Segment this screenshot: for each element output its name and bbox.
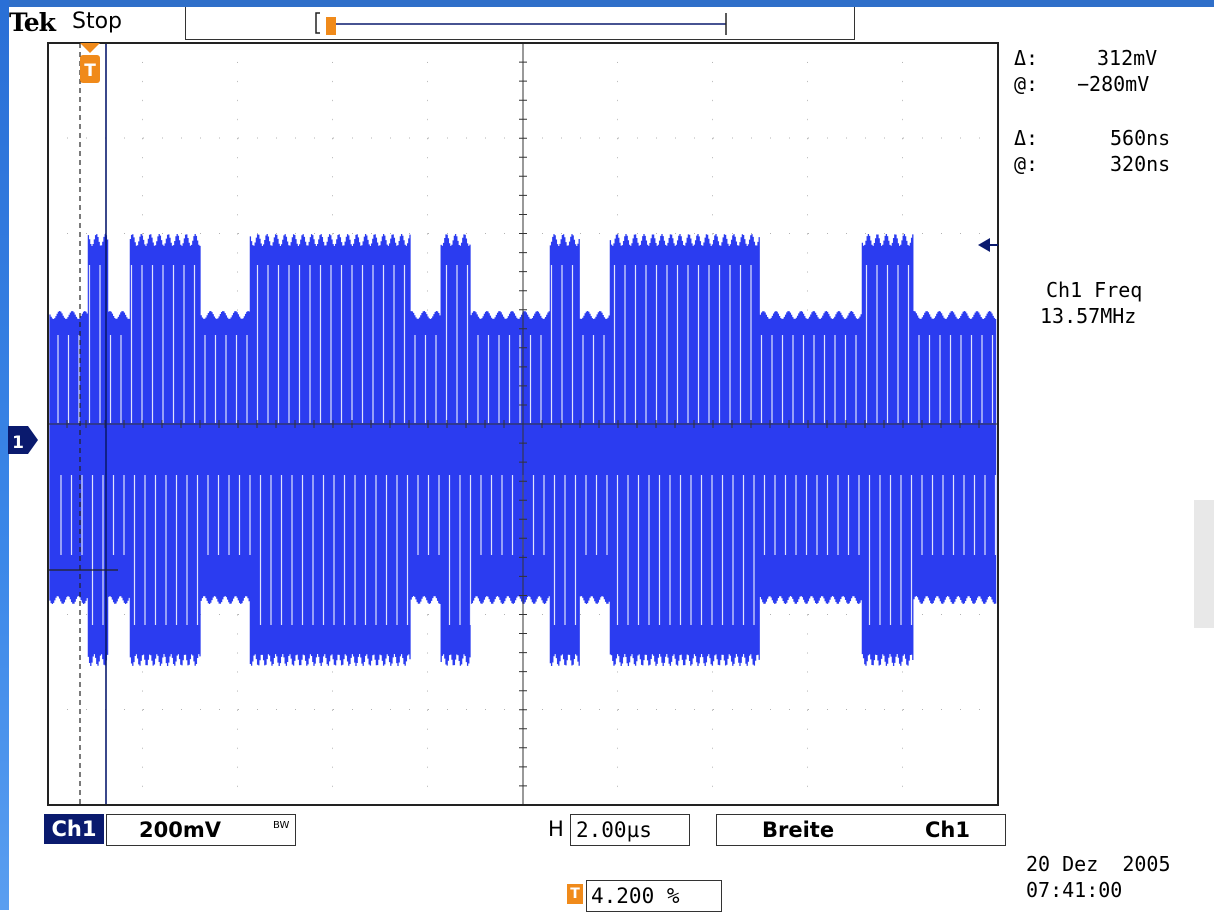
time-delta-value: 560ns: [1110, 126, 1171, 150]
amplitude-delta-value: 312mV: [1097, 46, 1158, 70]
trigger-icon: T: [567, 884, 583, 904]
horizontal-label: H: [548, 817, 564, 841]
trigger-mode: Breite: [762, 818, 835, 842]
vertical-scale-box: 200mV BW: [106, 814, 296, 846]
amplitude-at-symbol: @:: [1014, 72, 1039, 96]
channel-1-chip[interactable]: Ch1: [44, 814, 104, 844]
bandwidth-limit-icon: BW: [273, 820, 290, 831]
timebase-box: 2.00µs: [570, 814, 690, 846]
measurement-value: 13.57MHz: [1040, 304, 1137, 328]
trigger-settings-box: Breite Ch1: [716, 814, 1006, 846]
waveform-display: T 1: [8, 42, 999, 806]
channel-1-ground-marker: 1: [8, 426, 38, 454]
trigger-source: Ch1: [925, 818, 970, 842]
window-top-strip: [0, 0, 1214, 7]
date-readout: 20 Dez 2005: [1026, 852, 1171, 876]
window-left-strip: [0, 0, 9, 910]
amplitude-delta-symbol: Δ:: [1014, 46, 1039, 70]
waveform-notches: [57, 265, 997, 625]
time-readout: 07:41:00: [1026, 878, 1123, 902]
trigger-position-readout: 4.200 %: [586, 880, 722, 912]
waveform-fill: [49, 234, 997, 666]
svg-text:T: T: [84, 61, 96, 81]
time-at-symbol: @:: [1014, 152, 1039, 176]
amplitude-at-value: −280mV: [1077, 72, 1150, 96]
trigger-level-arrow: [978, 238, 990, 252]
time-delta-symbol: Δ:: [1014, 126, 1039, 150]
acquisition-status: Stop: [72, 9, 123, 34]
trigger-point-marker: T: [80, 43, 100, 83]
svg-text:1: 1: [12, 433, 24, 453]
measurement-label: Ch1 Freq: [1046, 278, 1143, 302]
channel-1-waveform: [49, 234, 997, 666]
side-panel-edge: [1194, 500, 1214, 628]
record-position-box: [185, 7, 855, 40]
trigger-position-marker: [326, 17, 336, 35]
vertical-scale: 200mV: [139, 818, 221, 842]
timebase-value: 2.00µs: [576, 818, 652, 842]
record-position-indicator: [315, 12, 727, 35]
time-at-value: 320ns: [1110, 152, 1171, 176]
brand-logo: Tek: [9, 8, 56, 37]
